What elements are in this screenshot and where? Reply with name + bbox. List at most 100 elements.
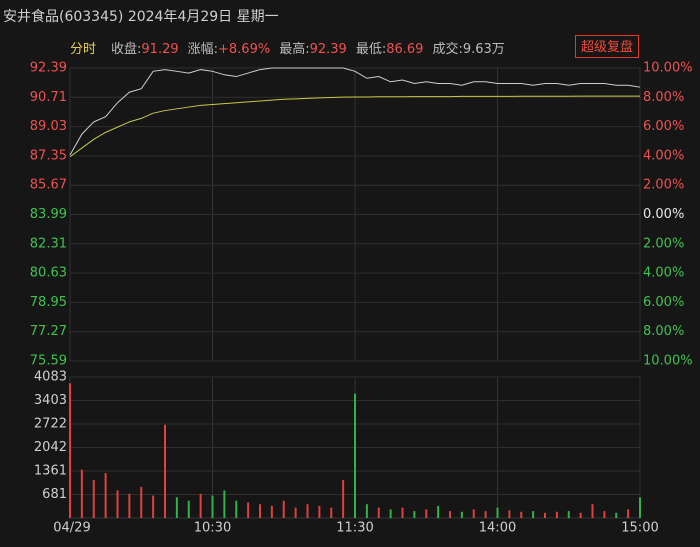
volume-bar bbox=[520, 511, 523, 518]
y-tick-label: 82.31 bbox=[30, 236, 67, 251]
stat-value: 86.69 bbox=[386, 42, 424, 57]
y-tick-label: 92.39 bbox=[30, 61, 67, 76]
x-tick-label: 15:00 bbox=[621, 521, 658, 536]
volume-bar bbox=[377, 507, 380, 518]
volume-bar bbox=[92, 480, 95, 518]
volume-bar bbox=[330, 507, 333, 518]
volume-bar bbox=[639, 497, 641, 518]
price-line bbox=[69, 67, 641, 156]
stat: 成交:9.63万 bbox=[432, 38, 504, 57]
volume-bar bbox=[270, 505, 273, 518]
volume-bar bbox=[401, 507, 404, 518]
volume-bar bbox=[128, 493, 131, 518]
x-tick-label: 11:30 bbox=[336, 521, 373, 536]
price-line bbox=[69, 95, 640, 158]
info-row: 分时 收盘:91.29 涨幅:+8.69% 最高:92.39 最低:86.69 成交:9.… bbox=[70, 38, 505, 57]
stat-value: +8.69% bbox=[218, 42, 271, 57]
stat-value: 91.29 bbox=[141, 42, 179, 57]
y2-tick-label: 2.00% bbox=[643, 178, 684, 193]
volume-bar bbox=[496, 507, 499, 518]
volume-bar bbox=[199, 493, 202, 518]
x-tick-label: 14:00 bbox=[479, 521, 516, 536]
stat-label: 收盘: bbox=[111, 42, 142, 57]
y-tick-label: 4083 bbox=[34, 370, 67, 385]
volume-bar bbox=[247, 502, 250, 518]
y2-tick-label: 6.00% bbox=[643, 295, 684, 310]
volume-bar bbox=[437, 505, 440, 518]
volume-bar bbox=[152, 495, 155, 518]
volume-bar bbox=[591, 504, 594, 518]
volume-bar bbox=[318, 505, 321, 518]
volume-bar bbox=[175, 497, 178, 518]
volume-bar bbox=[354, 393, 356, 518]
y-tick-label: 87.35 bbox=[30, 148, 67, 163]
y2-tick-label: 10.00% bbox=[643, 354, 693, 369]
x-tick-label: 04/29 bbox=[53, 521, 90, 536]
volume-bar bbox=[282, 500, 285, 518]
volume-bar bbox=[460, 511, 463, 518]
volume-bar bbox=[484, 511, 487, 518]
y2-tick-label: 10.00% bbox=[643, 61, 693, 76]
y-tick-label: 85.67 bbox=[30, 178, 67, 193]
volume-bar bbox=[389, 509, 392, 518]
volume-bar bbox=[69, 383, 71, 518]
y-tick-label: 77.27 bbox=[30, 324, 67, 339]
y-tick-label: 3403 bbox=[34, 393, 67, 408]
y-tick-label: 1361 bbox=[34, 464, 67, 479]
y-tick-label: 2722 bbox=[34, 417, 67, 432]
volume-bar bbox=[164, 424, 166, 518]
volume-bar bbox=[603, 511, 606, 518]
x-tick-label: 10:30 bbox=[194, 521, 231, 536]
volume-bar bbox=[544, 512, 546, 518]
volume-bar bbox=[365, 504, 368, 518]
volume-bar bbox=[211, 495, 214, 518]
y-tick-label: 89.03 bbox=[30, 119, 67, 134]
y-tick-label: 83.99 bbox=[30, 207, 67, 222]
mode: 分时 bbox=[70, 42, 97, 57]
volume-bar bbox=[80, 469, 83, 518]
volume-bar bbox=[259, 504, 261, 518]
volume-bar bbox=[306, 504, 309, 518]
volume-bar bbox=[187, 500, 190, 518]
volume-bar bbox=[579, 512, 582, 518]
y2-tick-label: 2.00% bbox=[643, 236, 684, 251]
stat: 涨幅:+8.69% bbox=[188, 38, 271, 57]
replay-button[interactable]: 超级复盘 bbox=[575, 35, 639, 58]
y-tick-label: 681 bbox=[42, 487, 67, 502]
y2-tick-label: 6.00% bbox=[643, 119, 684, 134]
volume-bar bbox=[627, 509, 630, 518]
volume-bar bbox=[140, 486, 143, 518]
y-tick-label: 90.71 bbox=[30, 90, 67, 105]
volume-bar bbox=[116, 490, 119, 518]
y2-tick-label: 8.00% bbox=[643, 90, 684, 105]
stat-label: 最低: bbox=[355, 42, 387, 57]
y-tick-label: 80.63 bbox=[30, 266, 67, 281]
volume-bar bbox=[508, 510, 511, 518]
title: 安井食品(603345) 2024年4月29日 星期一 bbox=[3, 9, 279, 25]
volume-bar bbox=[104, 473, 107, 518]
volume-bar bbox=[235, 500, 238, 518]
volume-bar bbox=[472, 509, 475, 518]
volume-bar bbox=[555, 511, 558, 518]
volume-bar bbox=[615, 512, 618, 518]
y2-tick-label: 0.00% bbox=[643, 207, 684, 222]
volume-bar bbox=[342, 480, 345, 518]
y2-tick-label: 4.00% bbox=[643, 266, 684, 281]
volume-bar bbox=[567, 511, 570, 518]
y-tick-label: 78.95 bbox=[30, 295, 67, 310]
y2-tick-label: 8.00% bbox=[643, 324, 684, 339]
volume-bar bbox=[294, 507, 297, 518]
volume-bar bbox=[413, 511, 416, 518]
stat-label: 成交: bbox=[432, 42, 463, 57]
stat-value: 92.39 bbox=[309, 42, 347, 57]
stat-label: 最高: bbox=[279, 42, 310, 57]
volume-bar bbox=[449, 511, 451, 518]
volume-bar bbox=[532, 511, 535, 518]
y2-tick-label: 4.00% bbox=[643, 148, 684, 163]
y-tick-label: 2042 bbox=[34, 440, 67, 455]
stat: 最高:92.39 bbox=[279, 38, 347, 57]
stat: 收盘:91.29 bbox=[111, 38, 179, 57]
volume-bar bbox=[223, 490, 226, 518]
